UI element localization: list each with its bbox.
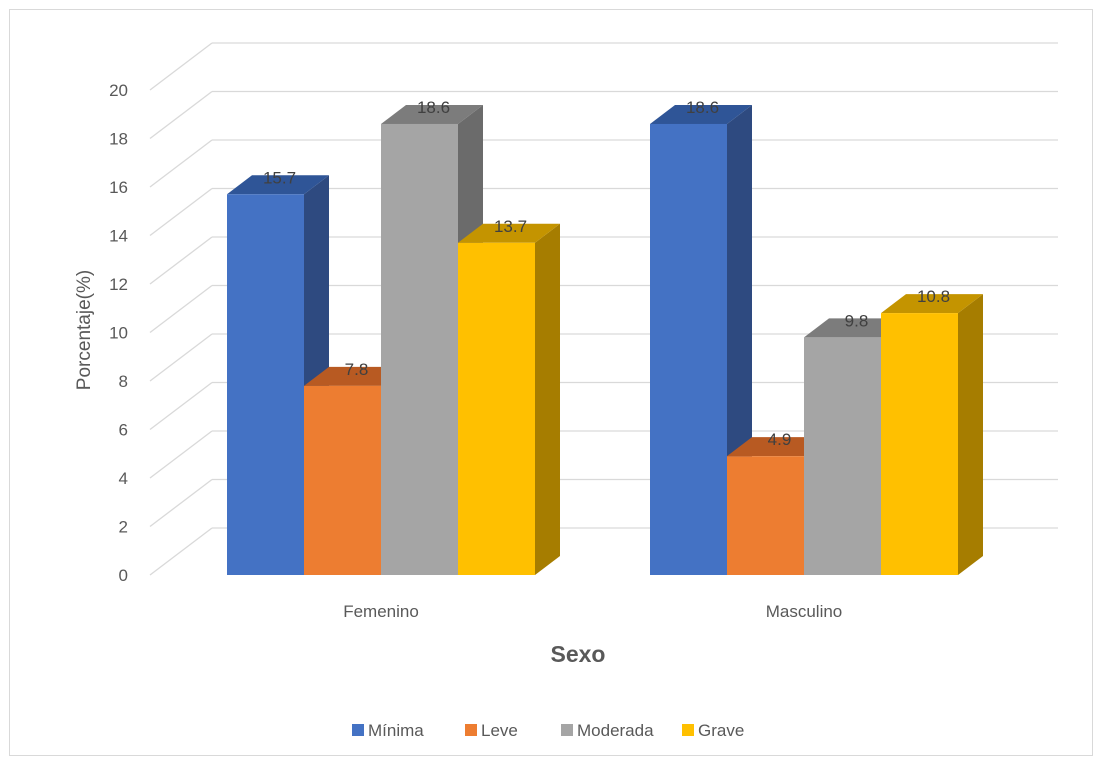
data-labels: 15.7 7.8 18.6 13.7 18.6 4.9 9.8 10.8 bbox=[263, 98, 950, 449]
bars bbox=[227, 104, 983, 575]
gridline-depth-2 bbox=[149, 430, 213, 479]
gridline-depth-4 bbox=[149, 333, 213, 382]
gridline-depth-10 bbox=[149, 42, 213, 91]
y-axis-title: Porcentaje(%) bbox=[74, 270, 95, 390]
y-tick-label: 0 bbox=[119, 566, 128, 585]
bar-top bbox=[227, 175, 329, 195]
bar-top bbox=[804, 318, 906, 338]
bar-top bbox=[458, 223, 560, 243]
bar-front bbox=[727, 456, 804, 575]
bar-top bbox=[304, 366, 406, 386]
data-label: 13.7 bbox=[494, 217, 527, 236]
legend-label: Moderada bbox=[577, 721, 654, 740]
gridline-depth-7 bbox=[149, 187, 213, 237]
category-label-masculino: Masculino bbox=[766, 602, 843, 621]
y-tick-label: 18 bbox=[109, 130, 128, 149]
bar-grave-masculino bbox=[881, 294, 983, 575]
legend-label: Mínima bbox=[368, 721, 424, 740]
bar-front bbox=[881, 313, 958, 575]
bar-front bbox=[227, 194, 304, 575]
bar-top bbox=[727, 437, 829, 457]
y-tick-label: 20 bbox=[109, 81, 128, 100]
data-label: 15.7 bbox=[263, 168, 296, 187]
gridline-depth-5 bbox=[149, 284, 213, 334]
data-label: 4.9 bbox=[768, 430, 792, 449]
legend-item-moderada: Moderada bbox=[561, 721, 654, 740]
y-tick-label: 14 bbox=[109, 227, 128, 246]
data-label: 9.8 bbox=[845, 311, 869, 330]
bar-front bbox=[650, 123, 727, 575]
y-tick-label: 10 bbox=[109, 324, 128, 343]
bar-front bbox=[458, 242, 535, 575]
bar-top bbox=[881, 294, 983, 314]
bar-front bbox=[804, 337, 881, 575]
y-tick-label: 16 bbox=[109, 178, 128, 197]
data-label: 18.6 bbox=[686, 98, 719, 117]
category-labels: Femenino Masculino bbox=[343, 602, 842, 621]
bar-side bbox=[958, 294, 983, 575]
data-label: 7.8 bbox=[345, 360, 369, 379]
legend: Mínima Leve Moderada Grave bbox=[352, 721, 744, 740]
gridline-depth-8 bbox=[149, 139, 213, 188]
x-axis-title: Sexo bbox=[551, 641, 606, 667]
y-tick-label: 6 bbox=[119, 421, 128, 440]
data-label: 18.6 bbox=[417, 98, 450, 117]
y-tick-label: 2 bbox=[119, 518, 128, 537]
category-label-femenino: Femenino bbox=[343, 602, 419, 621]
y-tick-label: 12 bbox=[109, 275, 128, 294]
legend-item-grave: Grave bbox=[682, 721, 744, 740]
legend-swatch bbox=[352, 724, 364, 736]
bar-top bbox=[650, 104, 752, 124]
bar-front bbox=[381, 123, 458, 575]
legend-swatch bbox=[465, 724, 477, 736]
bar-side bbox=[535, 223, 560, 575]
legend-label: Grave bbox=[698, 721, 744, 740]
gridline-depth-9 bbox=[149, 90, 213, 140]
bar-top bbox=[381, 104, 483, 124]
legend-item-mínima: Mínima bbox=[352, 721, 424, 740]
legend-item-leve: Leve bbox=[465, 721, 518, 740]
legend-swatch bbox=[682, 724, 694, 736]
legend-swatch bbox=[561, 724, 573, 736]
bar-mínima-femenino bbox=[227, 175, 329, 575]
gridline-depth-0 bbox=[149, 527, 213, 576]
y-tick-label: 4 bbox=[119, 469, 128, 488]
data-label: 10.8 bbox=[917, 287, 950, 306]
gridline-depth-3 bbox=[149, 381, 213, 431]
bar-grave-femenino bbox=[458, 223, 560, 575]
y-tick-label: 8 bbox=[119, 372, 128, 391]
legend-label: Leve bbox=[481, 721, 518, 740]
bar-front bbox=[304, 385, 381, 575]
gridline-depth-1 bbox=[149, 478, 213, 528]
gridline-depth-6 bbox=[149, 236, 213, 285]
y-tick-labels: 0 2 4 6 8 10 12 14 16 18 20 bbox=[109, 81, 128, 585]
